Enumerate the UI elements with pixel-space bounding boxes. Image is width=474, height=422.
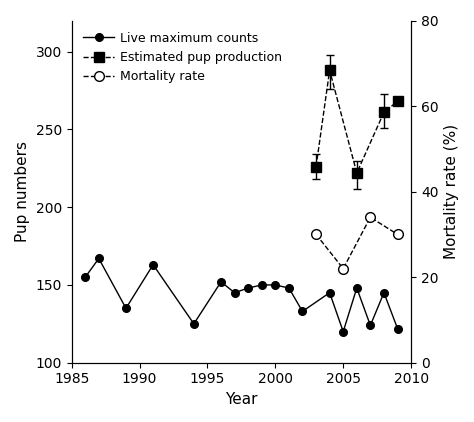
Legend: Live maximum counts, Estimated pup production, Mortality rate: Live maximum counts, Estimated pup produ… [78, 27, 287, 88]
Y-axis label: Mortality rate (%): Mortality rate (%) [444, 124, 459, 259]
Y-axis label: Pup numbers: Pup numbers [15, 141, 30, 242]
X-axis label: Year: Year [225, 392, 258, 407]
